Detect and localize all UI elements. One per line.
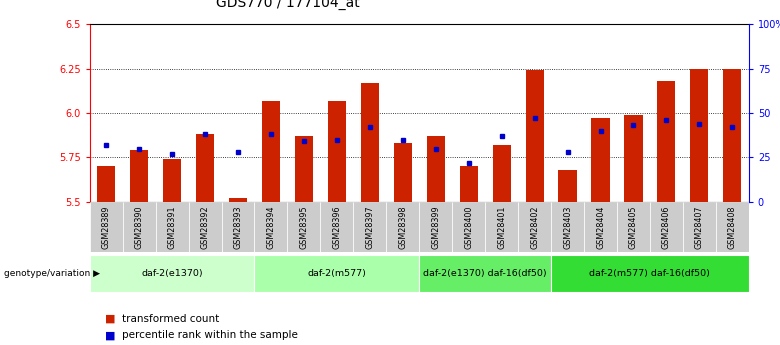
- Text: genotype/variation ▶: genotype/variation ▶: [4, 269, 100, 278]
- Text: GSM28393: GSM28393: [233, 205, 243, 249]
- Text: GSM28402: GSM28402: [530, 205, 539, 249]
- Bar: [353, 202, 386, 252]
- Text: GSM28398: GSM28398: [399, 205, 407, 249]
- Text: GSM28391: GSM28391: [168, 205, 176, 249]
- Text: GSM28400: GSM28400: [464, 205, 473, 248]
- Bar: [189, 202, 222, 252]
- Bar: [386, 202, 420, 252]
- Bar: [394, 143, 412, 202]
- Bar: [591, 118, 609, 202]
- Bar: [625, 115, 643, 202]
- Text: GSM28390: GSM28390: [135, 205, 144, 249]
- Bar: [420, 255, 551, 292]
- Text: GSM28407: GSM28407: [695, 205, 704, 249]
- Text: ■: ■: [105, 331, 115, 340]
- Bar: [427, 136, 445, 202]
- Text: GSM28394: GSM28394: [267, 205, 275, 249]
- Bar: [420, 202, 452, 252]
- Bar: [459, 166, 477, 202]
- Text: daf-2(m577): daf-2(m577): [307, 269, 367, 278]
- Text: percentile rank within the sample: percentile rank within the sample: [122, 331, 298, 340]
- Text: GSM28405: GSM28405: [629, 205, 638, 249]
- Bar: [452, 202, 485, 252]
- Bar: [617, 202, 650, 252]
- Bar: [295, 136, 313, 202]
- Bar: [485, 202, 518, 252]
- Text: GSM28395: GSM28395: [300, 205, 308, 249]
- Text: GSM28389: GSM28389: [101, 205, 111, 249]
- Bar: [287, 202, 321, 252]
- Text: GSM28408: GSM28408: [728, 205, 737, 248]
- Bar: [98, 166, 115, 202]
- Bar: [122, 202, 156, 252]
- Text: GSM28401: GSM28401: [497, 205, 506, 248]
- Bar: [196, 134, 214, 202]
- Bar: [558, 170, 576, 202]
- Bar: [723, 69, 741, 202]
- Bar: [658, 81, 675, 202]
- Text: GSM28397: GSM28397: [365, 205, 374, 249]
- Bar: [526, 70, 544, 202]
- Bar: [254, 202, 287, 252]
- Bar: [551, 255, 749, 292]
- Bar: [683, 202, 716, 252]
- Bar: [130, 150, 148, 202]
- Text: GSM28392: GSM28392: [200, 205, 210, 249]
- Bar: [493, 145, 511, 202]
- Text: GSM28403: GSM28403: [563, 205, 572, 248]
- Text: daf-2(e1370) daf-16(df50): daf-2(e1370) daf-16(df50): [424, 269, 547, 278]
- Bar: [650, 202, 683, 252]
- Text: ■: ■: [105, 314, 115, 324]
- Bar: [90, 255, 254, 292]
- Bar: [584, 202, 617, 252]
- Bar: [262, 100, 280, 202]
- Bar: [90, 202, 122, 252]
- Bar: [156, 202, 189, 252]
- Text: GSM28404: GSM28404: [596, 205, 605, 248]
- Bar: [716, 202, 749, 252]
- Bar: [518, 202, 551, 252]
- Bar: [229, 198, 247, 202]
- Text: GSM28399: GSM28399: [431, 205, 440, 249]
- Bar: [321, 202, 353, 252]
- Bar: [690, 69, 708, 202]
- Text: daf-2(m577) daf-16(df50): daf-2(m577) daf-16(df50): [590, 269, 711, 278]
- Text: daf-2(e1370): daf-2(e1370): [141, 269, 203, 278]
- Bar: [551, 202, 584, 252]
- Bar: [163, 159, 181, 202]
- Text: GDS770 / 177104_at: GDS770 / 177104_at: [215, 0, 360, 10]
- Text: transformed count: transformed count: [122, 314, 220, 324]
- Bar: [361, 83, 379, 202]
- Bar: [328, 100, 346, 202]
- Bar: [254, 255, 420, 292]
- Bar: [222, 202, 254, 252]
- Text: GSM28396: GSM28396: [332, 205, 342, 249]
- Text: GSM28406: GSM28406: [662, 205, 671, 248]
